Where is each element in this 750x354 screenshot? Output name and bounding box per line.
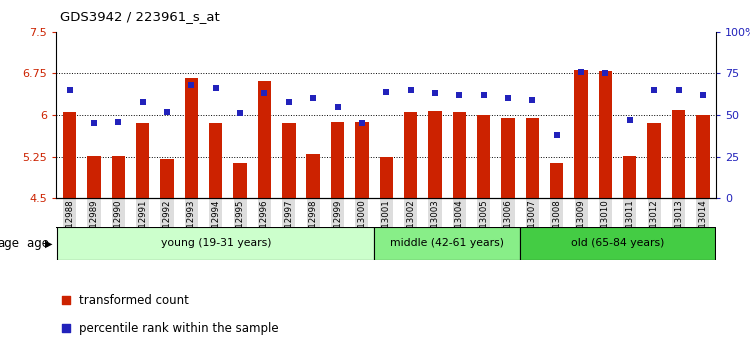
Point	[64, 87, 76, 93]
Bar	[647, 123, 661, 198]
Point	[283, 99, 295, 104]
Bar	[184, 78, 198, 198]
Bar	[672, 109, 686, 198]
Point	[526, 97, 538, 103]
Bar	[112, 156, 125, 198]
Bar	[428, 111, 442, 198]
Bar	[380, 157, 393, 198]
Point	[308, 96, 320, 101]
Bar	[87, 156, 100, 198]
Point	[332, 104, 344, 110]
Point	[88, 120, 100, 126]
Point	[673, 87, 685, 93]
Bar	[477, 115, 490, 198]
Point	[599, 71, 611, 76]
Bar	[307, 154, 320, 198]
Point	[404, 87, 416, 93]
Point	[234, 110, 246, 116]
Point	[575, 69, 587, 75]
Bar	[550, 163, 563, 198]
Point	[112, 119, 125, 125]
Bar	[598, 71, 612, 198]
Text: middle (42-61 years): middle (42-61 years)	[390, 238, 504, 249]
Bar	[356, 122, 368, 198]
Point	[502, 96, 514, 101]
Point	[453, 92, 465, 98]
FancyBboxPatch shape	[374, 227, 520, 260]
Point	[648, 87, 660, 93]
Bar	[160, 159, 174, 198]
Bar	[501, 118, 515, 198]
Text: GDS3942 / 223961_s_at: GDS3942 / 223961_s_at	[60, 10, 220, 23]
Bar	[233, 163, 247, 198]
Bar	[574, 70, 588, 198]
Point	[550, 132, 562, 138]
Point	[380, 89, 392, 95]
Point	[259, 91, 271, 96]
Bar	[209, 123, 223, 198]
Point	[185, 82, 197, 88]
Point	[429, 91, 441, 96]
Point	[136, 99, 148, 104]
Bar	[452, 112, 466, 198]
Bar	[404, 112, 417, 198]
Point	[624, 117, 636, 123]
Text: young (19-31 years): young (19-31 years)	[160, 238, 271, 249]
Point	[60, 297, 72, 303]
FancyBboxPatch shape	[520, 227, 715, 260]
Bar	[282, 123, 296, 198]
Text: ▶: ▶	[45, 238, 53, 249]
Point	[356, 120, 368, 126]
FancyBboxPatch shape	[58, 227, 374, 260]
Bar	[136, 123, 149, 198]
Bar	[258, 81, 272, 198]
Point	[210, 86, 222, 91]
Bar	[696, 115, 709, 198]
Point	[478, 92, 490, 98]
Text: age: age	[0, 237, 20, 250]
Bar	[526, 118, 539, 198]
Text: old (65-84 years): old (65-84 years)	[571, 238, 664, 249]
Text: percentile rank within the sample: percentile rank within the sample	[80, 322, 279, 335]
Point	[697, 92, 709, 98]
Bar	[623, 156, 637, 198]
Bar	[331, 122, 344, 198]
Point	[161, 109, 173, 115]
Text: transformed count: transformed count	[80, 293, 189, 307]
Text: age: age	[27, 237, 52, 250]
Bar	[63, 112, 76, 198]
Point	[60, 326, 72, 331]
